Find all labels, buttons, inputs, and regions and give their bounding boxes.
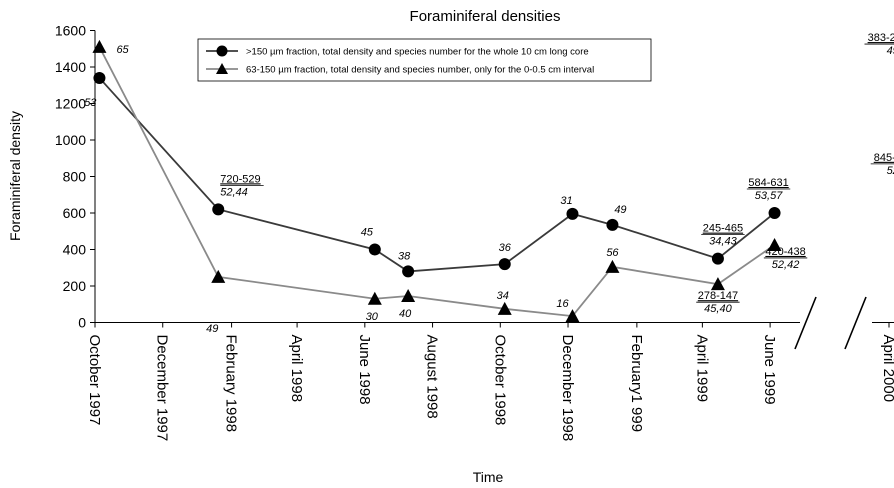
data-label: 584-631 — [748, 177, 788, 189]
legend: >150 µm fraction, total density and spec… — [197, 38, 652, 82]
legend-marker — [216, 63, 228, 74]
y-tick-label: 1600 — [55, 23, 86, 39]
series-line — [98, 46, 776, 318]
data-label: 49 — [206, 323, 218, 335]
data-label: 31 — [560, 195, 572, 207]
data-label: 52,42 — [772, 259, 800, 271]
x-tick-label: June 1998 — [356, 335, 373, 405]
data-label: 34 — [497, 290, 509, 302]
y-tick-label: 200 — [63, 278, 87, 294]
x-tick-label: June 1999 — [761, 335, 778, 405]
data-point — [212, 203, 225, 216]
data-label: 16 — [556, 298, 569, 310]
data-point — [498, 258, 511, 271]
data-point — [401, 289, 416, 303]
data-label: 45 — [361, 227, 374, 239]
data-label: 49,64 — [887, 45, 894, 57]
data-label: 720-529 — [220, 173, 260, 185]
x-tick-label: February 1998 — [223, 335, 240, 433]
data-point — [767, 237, 782, 251]
y-axis-title: Foraminiferal density — [7, 111, 23, 241]
data-point — [211, 269, 226, 283]
data-point — [606, 218, 619, 231]
axis-break-mark — [844, 296, 867, 350]
x-tick-label: August 1998 — [424, 335, 441, 419]
data-point — [605, 259, 620, 273]
y-tick-label: 800 — [63, 169, 87, 185]
x-axis-title: Time — [473, 469, 504, 485]
data-label: 53 — [84, 97, 97, 109]
legend-label: >150 µm fraction, total density and spec… — [246, 47, 589, 58]
data-label: 278-147 — [698, 290, 738, 302]
x-tick-label: April 2000 — [880, 335, 894, 403]
data-point — [402, 265, 415, 278]
y-tick-label: 1000 — [55, 132, 86, 148]
data-label: 45,40 — [704, 303, 732, 315]
data-label: 65 — [116, 44, 129, 56]
data-point — [367, 291, 382, 305]
data-label: 245-465 — [703, 223, 743, 235]
legend-label: 63-150 µm fraction, total density and sp… — [246, 65, 594, 76]
data-point — [93, 71, 106, 84]
data-point — [768, 207, 781, 219]
data-label: 38 — [398, 250, 411, 262]
legend-box — [197, 38, 652, 82]
data-point — [711, 252, 724, 265]
y-tick-label: 600 — [63, 205, 87, 221]
x-tick-label: October 1997 — [86, 335, 103, 426]
data-label: 52,55 — [887, 165, 894, 177]
y-tick-label: 1200 — [55, 96, 86, 112]
data-label: 34,43 — [709, 236, 737, 248]
data-label: 40 — [399, 308, 412, 320]
data-point — [368, 243, 381, 256]
chart-title: Foraminiferal densities — [410, 8, 561, 25]
data-label: 53,57 — [755, 190, 783, 202]
data-point — [565, 309, 580, 323]
data-label: 56 — [606, 247, 619, 259]
data-label: 845-558 — [874, 152, 894, 164]
data-label: 420-438 — [765, 246, 805, 258]
x-tick-label: December 1997 — [154, 335, 171, 442]
y-tick-label: 1400 — [55, 59, 86, 75]
y-tick-label: 0 — [78, 315, 86, 331]
x-tick-label: October 1998 — [491, 335, 508, 426]
x-tick-label: April 1998 — [288, 335, 305, 403]
x-tick-label: December 1998 — [559, 335, 576, 442]
data-point — [710, 277, 725, 291]
data-label: 49 — [614, 204, 626, 216]
data-label: 36 — [499, 242, 512, 254]
axis-break-mark — [794, 296, 817, 350]
data-point — [92, 39, 107, 53]
data-label: 52,44 — [220, 186, 248, 198]
x-tick-label: April 1999 — [693, 335, 710, 403]
data-label: 30 — [366, 311, 379, 323]
legend-marker — [216, 45, 228, 57]
axes: 0 200 400 600 800 1000 1200 1400 1600 October 199… — [55, 23, 894, 442]
x-tick-label: February1 999 — [628, 335, 645, 433]
y-tick-label: 400 — [63, 242, 87, 258]
data-label: 383-2195 — [868, 32, 894, 44]
data-point — [497, 301, 512, 315]
data-point — [566, 207, 579, 220]
